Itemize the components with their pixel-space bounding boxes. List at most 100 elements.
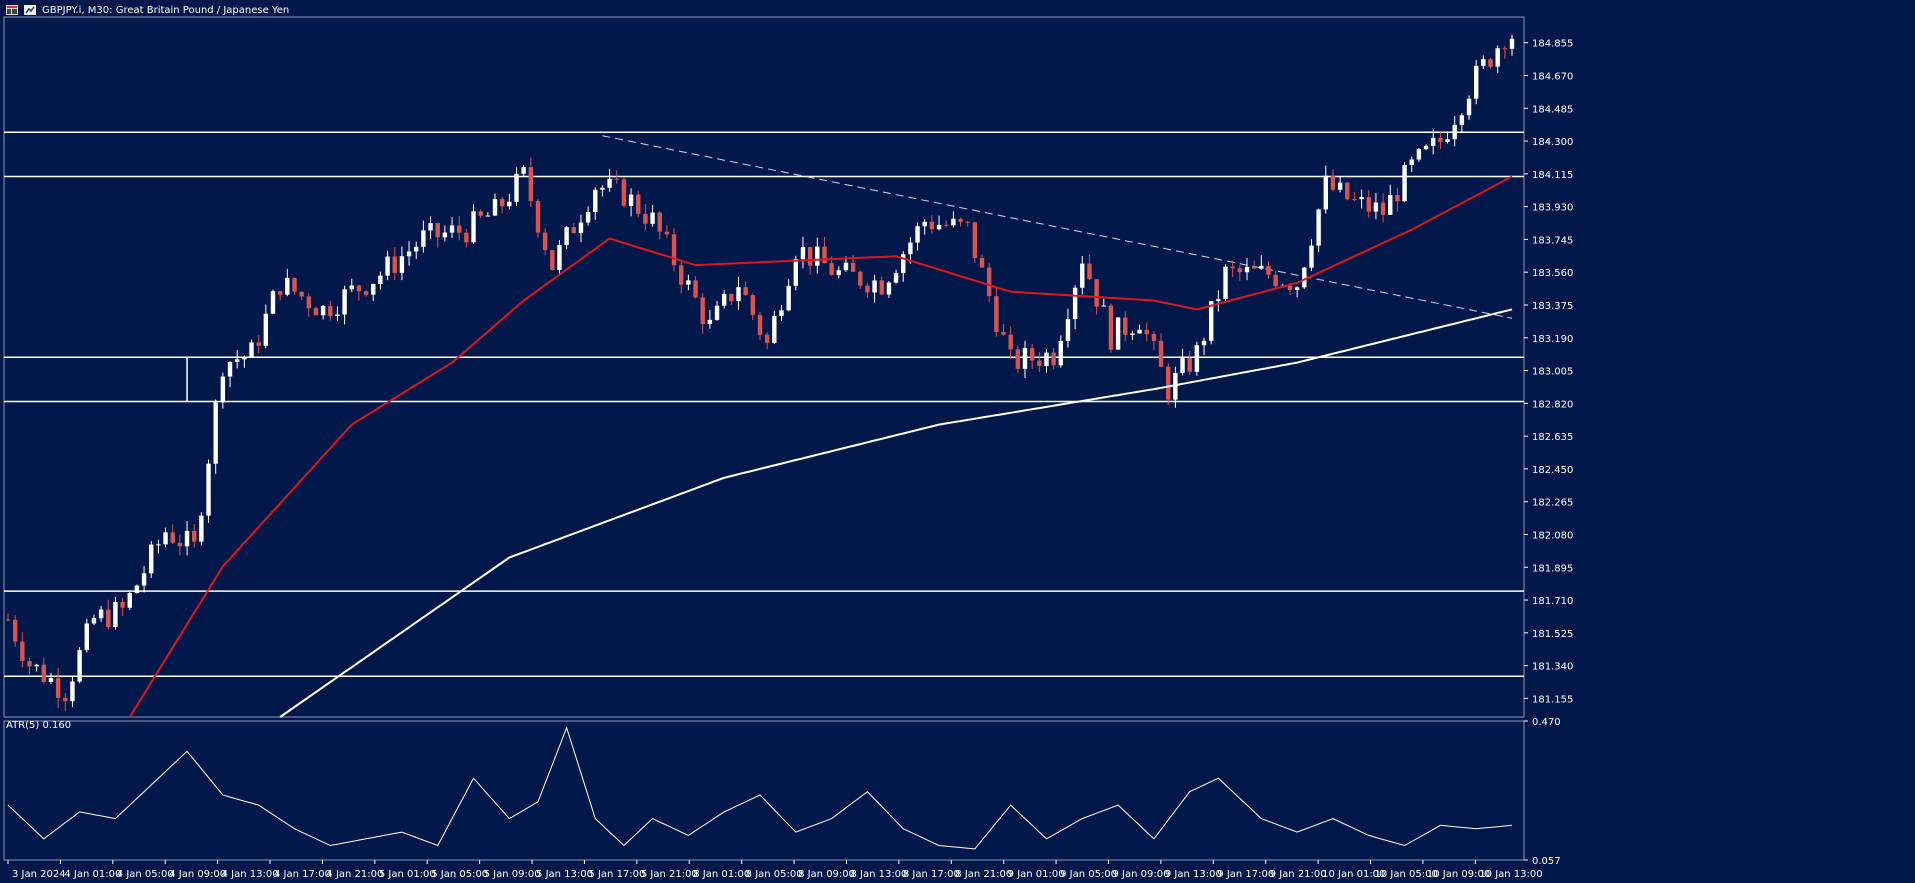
candle-body	[414, 246, 419, 252]
candle-body	[313, 308, 319, 316]
candle	[1366, 190, 1371, 218]
candle	[449, 217, 455, 238]
candle	[177, 534, 183, 556]
candle-body	[378, 275, 383, 284]
candle-body	[84, 623, 89, 651]
candle	[478, 209, 483, 218]
candle-body	[800, 246, 806, 260]
candle	[1001, 323, 1006, 336]
candle	[299, 291, 304, 301]
candle-body	[342, 289, 347, 315]
candle-body	[1259, 265, 1264, 269]
candle	[1488, 57, 1493, 69]
time-tick-label: 10 Jan 13:00	[1479, 869, 1542, 880]
candle	[585, 206, 591, 226]
time-tick-label: 9 Jan 21:00	[1270, 869, 1327, 880]
candle	[63, 693, 68, 712]
candle-body	[879, 280, 884, 295]
candle	[958, 217, 963, 227]
candle	[1316, 208, 1321, 252]
candle	[306, 293, 311, 317]
candle	[1201, 337, 1207, 356]
candle	[1022, 340, 1028, 379]
candle	[335, 306, 340, 321]
candle-body	[442, 232, 448, 238]
time-tick-label: 4 Jan 13:00	[222, 869, 279, 880]
price-tick-label: 184.115	[1532, 170, 1573, 181]
candle-body	[850, 262, 856, 272]
time-tick-label: 9 Jan 09:00	[1112, 869, 1169, 880]
chart-menu-icon[interactable]	[6, 5, 18, 15]
candle	[1101, 298, 1106, 307]
time-tick-label: 8 Jan 13:00	[850, 869, 907, 880]
candle	[34, 663, 39, 672]
candle-body	[1395, 195, 1400, 202]
candle-body	[571, 227, 576, 234]
chart-window-icon[interactable]	[24, 5, 36, 15]
candle-body	[485, 215, 491, 217]
candle-body	[220, 376, 226, 403]
candle-body	[593, 189, 598, 213]
candle-body	[234, 359, 240, 363]
candle	[406, 241, 412, 266]
candle	[815, 237, 820, 274]
candle-body	[149, 544, 154, 574]
candle-body	[893, 273, 899, 283]
candle	[192, 524, 197, 548]
candle-body	[98, 609, 104, 619]
candle-body	[371, 283, 376, 295]
ma-fast-line	[128, 175, 1513, 718]
candle-body	[965, 221, 970, 223]
candle	[772, 310, 777, 344]
candle-body	[721, 293, 727, 306]
candle	[213, 399, 218, 474]
candle	[1180, 348, 1185, 376]
candle	[1273, 271, 1278, 289]
candle-body	[528, 167, 534, 201]
candle	[542, 228, 548, 256]
candle	[1209, 301, 1214, 345]
candle-body	[1330, 175, 1336, 190]
candle-body	[1087, 263, 1092, 280]
candle-body	[915, 226, 920, 243]
candle-body	[12, 619, 18, 642]
candle	[127, 591, 132, 611]
trendline	[602, 135, 1513, 319]
candle	[521, 165, 526, 178]
candle	[564, 226, 569, 250]
candle	[750, 293, 756, 321]
candle-body	[428, 223, 433, 231]
candle	[5, 613, 11, 622]
candle-body	[686, 280, 691, 285]
candle	[256, 334, 261, 354]
candle	[535, 199, 541, 238]
candle	[91, 614, 97, 626]
candle	[184, 521, 190, 556]
candle	[693, 276, 698, 299]
candle	[1237, 265, 1243, 281]
candle-body	[836, 270, 841, 275]
candle-body	[585, 212, 591, 223]
candle	[1008, 326, 1013, 360]
time-tick-label: 5 Jan 05:00	[431, 869, 488, 880]
candle	[764, 332, 770, 350]
candle	[1423, 144, 1429, 151]
candle-body	[91, 618, 97, 624]
candle-body	[936, 224, 942, 230]
candle-body	[1130, 333, 1135, 335]
candle-body	[5, 619, 11, 621]
candle-body	[1166, 366, 1171, 400]
candle	[1166, 363, 1171, 406]
candle-body	[1080, 263, 1085, 288]
candle-body	[113, 601, 118, 628]
candle-body	[1302, 267, 1307, 288]
candle-body	[729, 293, 734, 302]
candle	[1108, 303, 1114, 353]
candle-body	[600, 187, 605, 190]
price-tick-label: 183.745	[1532, 235, 1573, 246]
chart-title-bar: GBPJPY.i, M30: Great Britain Pound / Jap…	[6, 2, 289, 18]
time-tick-label: 8 Jan 09:00	[798, 869, 855, 880]
candle	[1137, 324, 1142, 334]
